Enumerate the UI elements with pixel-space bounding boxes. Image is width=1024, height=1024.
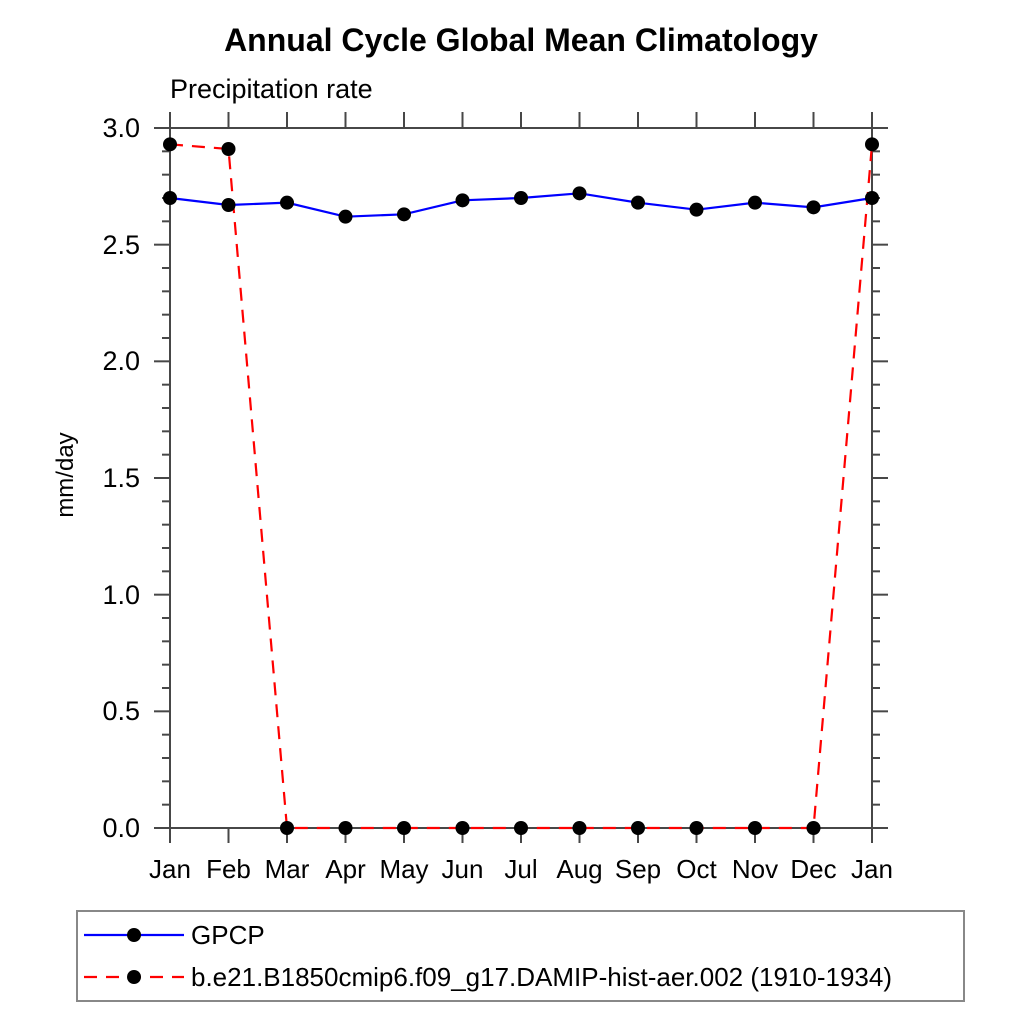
legend-box: GPCP b.e21.B1850cmip6.f09_g17.DAMIP-hist…: [76, 910, 965, 1002]
y-tick-label: 0.5: [102, 696, 140, 727]
legend-entry-model: b.e21.B1850cmip6.f09_g17.DAMIP-hist-aer.…: [82, 956, 963, 998]
x-tick-label: Jan: [149, 854, 191, 884]
y-tick-label: 1.0: [102, 579, 140, 610]
x-tick-label: Oct: [676, 854, 717, 884]
chart-title: Annual Cycle Global Mean Climatology: [224, 22, 818, 58]
y-tick-label: 1.5: [102, 463, 140, 493]
legend-label: b.e21.B1850cmip6.f09_g17.DAMIP-hist-aer.…: [191, 961, 892, 992]
x-tick-label: Apr: [325, 854, 366, 884]
x-tick-label: Mar: [264, 854, 310, 884]
x-tick-label: Feb: [206, 854, 251, 884]
legend-label: GPCP: [191, 919, 265, 950]
y-tick-label: 2.5: [102, 229, 140, 260]
y-tick-label: 0.0: [102, 813, 140, 843]
x-tick-label: May: [379, 854, 429, 884]
legend-line-sample: [84, 928, 184, 942]
y-tick-label: 3.0: [102, 113, 140, 143]
x-tick-label: Dec: [790, 854, 837, 884]
chart-subtitle: Precipitation rate: [170, 74, 373, 104]
legend-entry-gpcp: GPCP: [82, 914, 963, 956]
legend-line-sample: [84, 970, 184, 984]
x-tick-label: Aug: [556, 854, 603, 884]
x-tick-label: Jun: [441, 854, 484, 884]
x-tick-label: Jan: [851, 854, 893, 884]
y-tick-label: 2.0: [102, 346, 140, 377]
x-tick-label: Jul: [504, 854, 538, 884]
x-tick-label: Sep: [614, 854, 662, 884]
x-tick-label: Nov: [731, 854, 779, 884]
